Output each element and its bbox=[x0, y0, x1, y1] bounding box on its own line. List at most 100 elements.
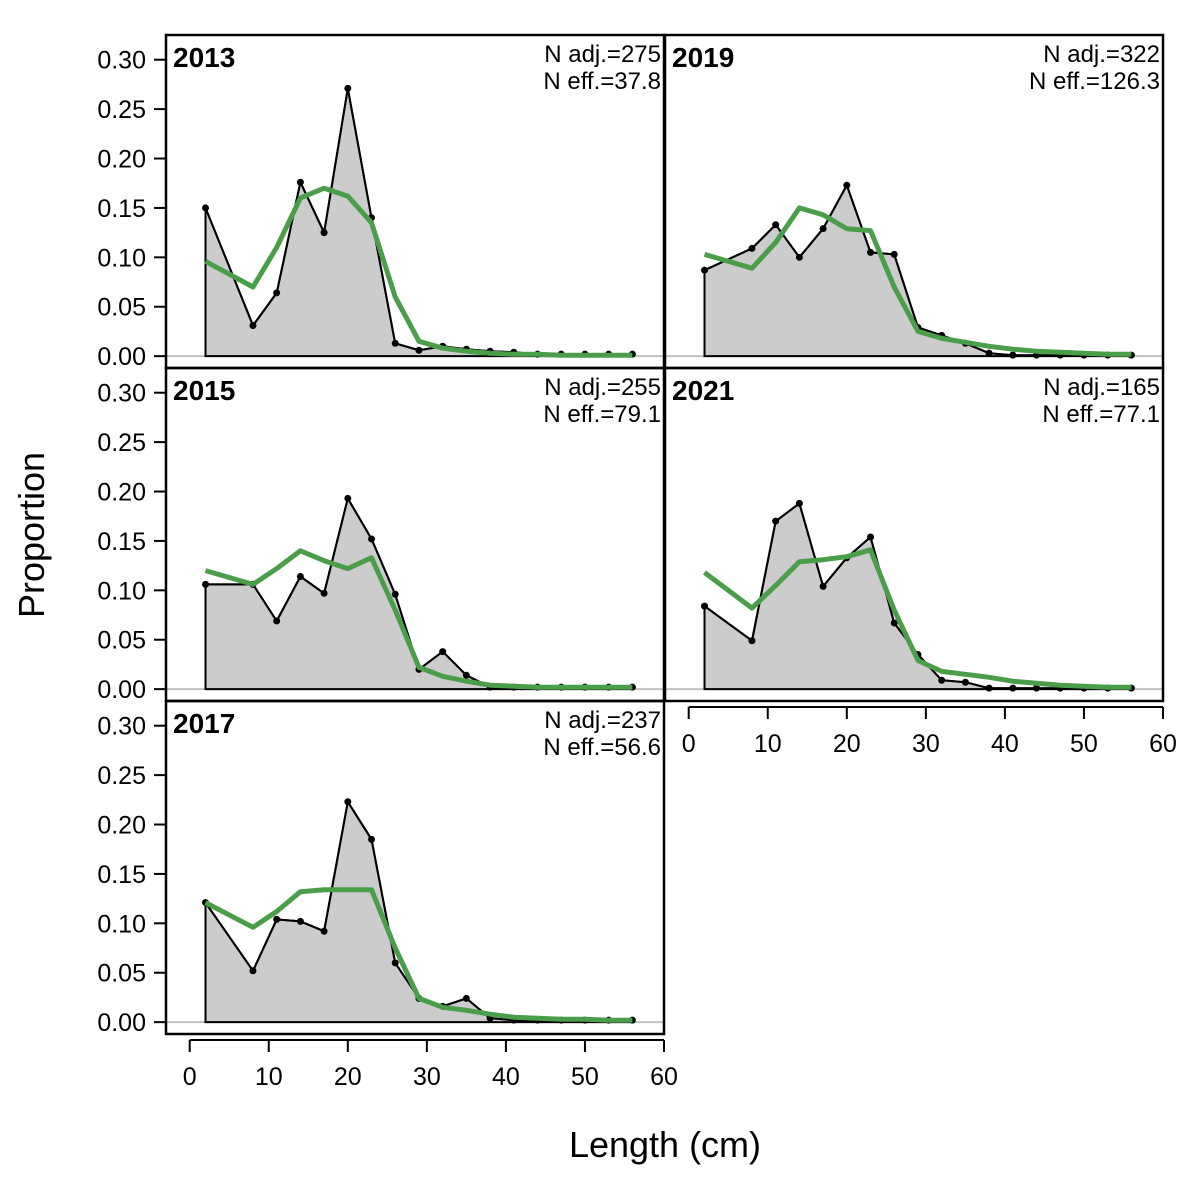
observed-point bbox=[819, 225, 827, 233]
observed-point bbox=[368, 835, 376, 843]
observed-point bbox=[1009, 684, 1017, 692]
y-tick-label: 0.25 bbox=[97, 762, 146, 790]
observed-point bbox=[368, 535, 376, 543]
observed-point bbox=[748, 637, 756, 645]
observed-point bbox=[890, 619, 898, 627]
y-tick-label: 0.30 bbox=[97, 713, 146, 741]
y-tick-label: 0.10 bbox=[97, 577, 146, 605]
observed-point bbox=[748, 244, 756, 252]
x-tick-label: 20 bbox=[334, 1063, 362, 1091]
observed-point bbox=[296, 572, 304, 580]
observed-point bbox=[273, 915, 281, 923]
observed-point bbox=[391, 959, 399, 967]
axes-layer: 0.00 0.05 0.10 0.15 0.20 0.25 0.30 0.00 0.05 0.10… bbox=[97, 47, 1177, 1091]
observed-point bbox=[867, 248, 875, 256]
panel-year-label: 2015 bbox=[173, 375, 235, 406]
observed-point bbox=[415, 346, 423, 354]
observed-point bbox=[202, 204, 210, 212]
observed-point bbox=[772, 517, 780, 525]
expected-line bbox=[204, 548, 633, 690]
x-tick-label: 30 bbox=[912, 730, 940, 758]
observed-area bbox=[204, 88, 634, 358]
observed-point bbox=[1009, 351, 1017, 359]
n-eff-label: N eff.=56.6 bbox=[543, 734, 661, 761]
observed-point bbox=[867, 533, 875, 541]
observed-point bbox=[819, 582, 827, 590]
observed-point bbox=[249, 322, 257, 330]
y-tick-label: 0.15 bbox=[97, 528, 146, 556]
observed-point bbox=[320, 229, 328, 237]
y-tick-label: 0.20 bbox=[97, 479, 146, 507]
observed-point bbox=[344, 798, 352, 806]
x-tick-label: 30 bbox=[413, 1063, 441, 1091]
observed-point bbox=[985, 349, 993, 357]
observed-point bbox=[843, 181, 851, 189]
n-adj-label: N adj.=237 bbox=[544, 707, 661, 734]
y-tick-label: 0.05 bbox=[97, 960, 146, 988]
y-tick-label: 0.00 bbox=[97, 1009, 146, 1037]
expected-line bbox=[703, 205, 1132, 357]
n-adj-label: N adj.=165 bbox=[1043, 374, 1160, 401]
observed-point bbox=[938, 676, 946, 684]
y-tick-label: 0.25 bbox=[97, 96, 146, 124]
x-tick-label: 50 bbox=[571, 1063, 599, 1091]
n-eff-label: N eff.=79.1 bbox=[543, 401, 661, 428]
observed-point bbox=[701, 602, 709, 610]
observed-point bbox=[701, 266, 709, 274]
observed-point bbox=[344, 84, 352, 92]
observed-area bbox=[204, 495, 634, 691]
x-tick-label: 10 bbox=[754, 730, 782, 758]
observed-point bbox=[1033, 684, 1041, 692]
x-tick-label: 0 bbox=[183, 1063, 197, 1091]
y-tick-label: 0.20 bbox=[97, 812, 146, 840]
y-tick-label: 0.30 bbox=[97, 47, 146, 75]
panel-year-label: 2021 bbox=[672, 375, 734, 406]
y-tick-label: 0.05 bbox=[97, 627, 146, 655]
observed-point bbox=[344, 494, 352, 502]
observed-point bbox=[273, 617, 281, 625]
y-tick-label: 0.05 bbox=[97, 294, 146, 322]
y-tick-label: 0.20 bbox=[97, 146, 146, 174]
y-tick-label: 0.25 bbox=[97, 429, 146, 457]
x-tick-label: 50 bbox=[1070, 730, 1098, 758]
observed-point bbox=[320, 927, 328, 935]
expected-line bbox=[703, 547, 1132, 690]
panel-year-label: 2019 bbox=[672, 42, 734, 73]
x-tick-label: 60 bbox=[650, 1063, 678, 1091]
observed-point bbox=[273, 289, 281, 297]
x-tick-label: 0 bbox=[682, 730, 696, 758]
observed-point bbox=[462, 671, 470, 679]
y-tick-label: 0.00 bbox=[97, 676, 146, 704]
y-tick-label: 0.15 bbox=[97, 861, 146, 889]
observed-point bbox=[772, 221, 780, 229]
observed-line bbox=[704, 182, 1132, 357]
x-tick-label: 20 bbox=[833, 730, 861, 758]
y-tick-label: 0.30 bbox=[97, 380, 146, 408]
observed-point bbox=[462, 994, 470, 1002]
observed-point bbox=[439, 648, 447, 656]
x-tick-label: 40 bbox=[991, 730, 1019, 758]
n-eff-label: N eff.=37.8 bbox=[543, 68, 661, 95]
observed-point bbox=[961, 678, 969, 686]
observed-point bbox=[391, 339, 399, 347]
observed-point bbox=[320, 589, 328, 597]
observed-point bbox=[296, 917, 304, 925]
x-tick-label: 40 bbox=[492, 1063, 520, 1091]
x-tick-label: 10 bbox=[255, 1063, 283, 1091]
n-adj-label: N adj.=275 bbox=[544, 41, 661, 68]
observed-point bbox=[249, 967, 257, 975]
y-tick-label: 0.15 bbox=[97, 195, 146, 223]
panel-frame bbox=[663, 366, 1165, 703]
x-axis-title: Length (cm) bbox=[569, 1124, 761, 1165]
y-tick-label: 0.10 bbox=[97, 244, 146, 272]
expected-line bbox=[204, 185, 633, 358]
panel-frame bbox=[164, 699, 666, 1036]
observed-point bbox=[795, 253, 803, 261]
n-adj-label: N adj.=255 bbox=[544, 374, 661, 401]
n-adj-label: N adj.=322 bbox=[1043, 41, 1160, 68]
